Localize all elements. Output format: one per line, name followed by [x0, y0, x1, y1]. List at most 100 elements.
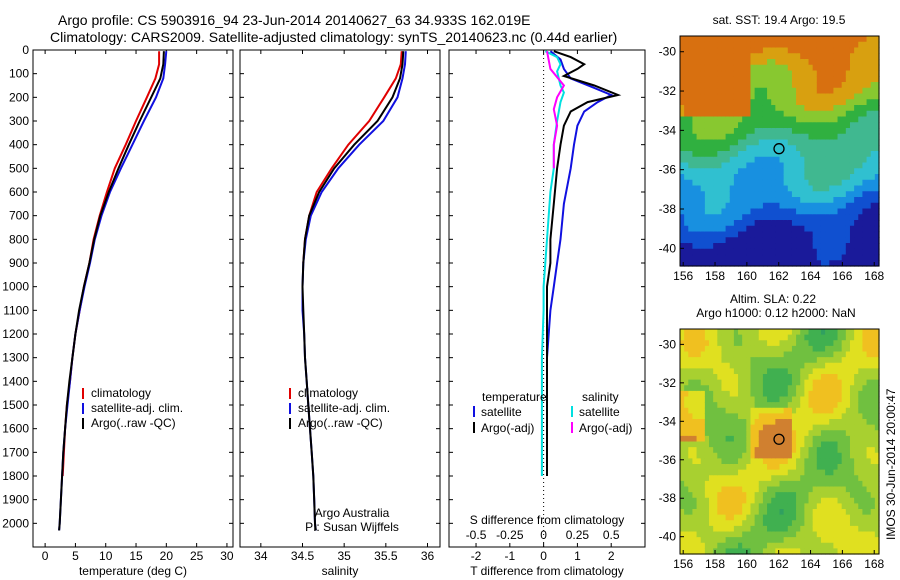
sst-map-cell [791, 162, 797, 169]
sst-map-cell [713, 208, 718, 215]
sst-map-cell [787, 122, 793, 129]
sla-map-cell [866, 520, 872, 527]
sst-map-cell [837, 122, 843, 129]
sla-map-cell [874, 368, 880, 375]
sla-map-cell [833, 402, 839, 409]
sst-map-cell [729, 156, 735, 164]
sla-map-cell [858, 374, 864, 381]
sla-map-cell [746, 525, 752, 533]
sst-map-cell [866, 191, 872, 198]
sla-map-cell [713, 520, 718, 527]
sst-map-cell [779, 99, 785, 106]
sla-map-cell [684, 430, 689, 437]
sla-map-cell [733, 345, 739, 353]
sst-map-cell [733, 59, 739, 66]
sst-map-cell [684, 53, 689, 60]
sla-map-cell [700, 435, 706, 443]
sst-map-cell [808, 53, 814, 60]
sla-map-cell [758, 368, 764, 375]
sst-map-cell [800, 254, 805, 261]
sst-map-cell [808, 128, 814, 135]
sla-map-cell [837, 542, 843, 549]
sst-map-cell [738, 162, 743, 169]
sla-map-cell [787, 542, 793, 549]
sla-map-cell [758, 525, 764, 533]
sst-map-cell [854, 76, 859, 83]
sla-map-cell [866, 334, 872, 341]
sla-map-cell [733, 464, 739, 471]
sla-map-cell [684, 374, 689, 381]
sla-map-cell [779, 542, 785, 549]
sst-map-cell [704, 237, 710, 244]
sla-map-cell [767, 475, 772, 482]
sla-map-cell [791, 520, 797, 527]
sst-map-cell [787, 225, 793, 233]
sst-map-cell [733, 202, 739, 210]
temperature-xtick-label: 25 [190, 549, 204, 563]
sla-map-cell [820, 419, 826, 426]
sla-map-cell [758, 548, 764, 555]
sla-map-cell [750, 486, 756, 493]
sla-map-cell [874, 520, 880, 527]
sst-map-cell [820, 260, 826, 267]
sla-map-cell [684, 419, 689, 426]
sst-map-cell [680, 99, 685, 106]
sla-map-cell [783, 514, 789, 521]
sla-map-cell [729, 390, 735, 398]
sla-map-cell [733, 548, 739, 555]
sla-map-cell [742, 542, 747, 549]
sst-map-cell [704, 47, 710, 54]
sla-map-cell [800, 531, 805, 538]
sst-map-cell [713, 59, 718, 66]
timestamp-watermark: IMOS 30-Jun-2014 20:00:47 [884, 388, 898, 540]
sst-map-cell [688, 41, 694, 49]
sst-map-cell [767, 260, 772, 267]
sst-map-cell [746, 237, 752, 244]
sla-map-cell [700, 379, 706, 386]
sla-map-cell [725, 469, 731, 476]
sla-map-cell [750, 390, 756, 398]
sst-map-cell [825, 70, 830, 77]
sst-map-cell [845, 82, 851, 89]
sla-map-cell [733, 329, 739, 336]
sst-map-cell [825, 214, 830, 221]
sst-map-cell [845, 105, 851, 112]
sla-map-cell [775, 520, 781, 527]
sst-map-cell [725, 237, 731, 244]
sst-map-cell [754, 197, 760, 204]
sst-map-cell [700, 151, 706, 158]
sst-map-cell [758, 231, 764, 238]
sst-map-cell [820, 202, 826, 210]
sla-map-cell [829, 419, 834, 426]
sst-map-cell [692, 174, 698, 181]
sla-map-cell [862, 542, 868, 549]
sst-map-cell [829, 87, 834, 95]
sla-map-cell [858, 368, 864, 375]
sst-map-cell [820, 185, 826, 192]
sla-map-cell [742, 480, 747, 488]
sst-map-cell [833, 76, 839, 83]
sst-map-cell [845, 162, 851, 169]
sst-map-cell [808, 64, 814, 72]
sst-map-cell [870, 47, 876, 54]
sla-map-cell [874, 458, 880, 465]
sst-map-cell [870, 99, 876, 106]
depth-tick-label: 300 [9, 114, 29, 128]
sst-map-cell [684, 128, 689, 135]
sla-map-cell [808, 413, 814, 420]
sla-map-cell [862, 525, 868, 533]
sst-map-cell [833, 70, 839, 77]
sst-map-cell [721, 185, 727, 192]
sst-map-cell [854, 191, 859, 198]
sst-map-cell [688, 116, 694, 123]
sla-map-cell [733, 486, 739, 493]
sla-map-cell [816, 413, 822, 420]
sst-map-cell [858, 116, 864, 123]
sla-map-cell [800, 475, 805, 482]
sst-map-cell [758, 174, 764, 181]
sla-map-cell [866, 492, 872, 499]
sla-map-cell [783, 480, 789, 488]
sst-map-cell [680, 248, 685, 256]
sst-map-cell [858, 151, 864, 158]
sst-map-cell [870, 128, 876, 135]
